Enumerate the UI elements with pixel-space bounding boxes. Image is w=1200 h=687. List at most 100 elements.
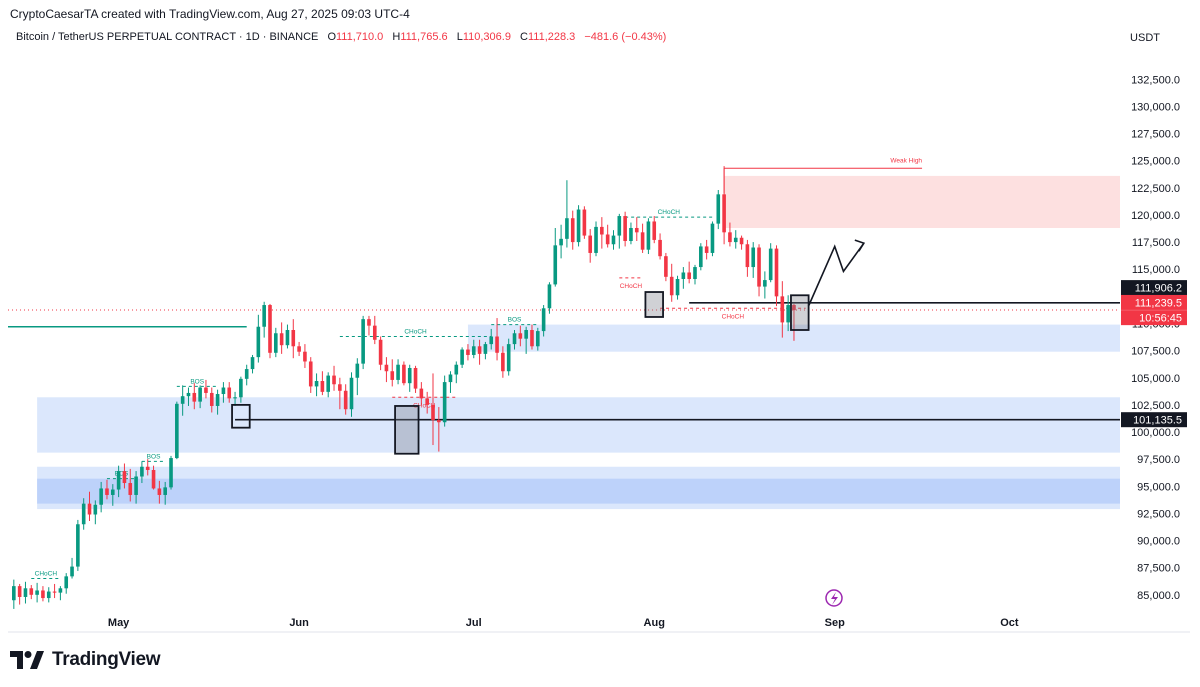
x-tick-label: Aug <box>644 617 665 629</box>
y-tick-label: 92,500.0 <box>1137 508 1180 520</box>
candle-body <box>681 272 686 279</box>
candle-body <box>454 364 459 375</box>
candle-body <box>303 351 307 362</box>
candle-body <box>367 319 371 326</box>
candle-body <box>169 458 173 488</box>
candle-body <box>716 194 721 224</box>
x-axis: May Jun Jul Aug Sep Oct <box>8 617 1190 633</box>
y-tick-label: 95,000.0 <box>1137 481 1180 493</box>
candle-body <box>35 590 39 595</box>
candle-body <box>774 248 779 297</box>
candle-body <box>640 232 645 250</box>
candle-body <box>378 339 383 365</box>
demand-zone <box>37 397 1120 453</box>
price-chart[interactable]: CHoCH BOS BOS BOS CHoCH CHoCH BOS CHoCH CHoCH CHo… <box>0 0 1200 640</box>
candle-body <box>658 239 662 257</box>
candle-body <box>733 237 738 243</box>
candle-body <box>553 245 558 285</box>
candle-body <box>413 367 418 389</box>
countdown-tag: 10:56:45 <box>1139 313 1182 325</box>
candle-body <box>594 226 598 253</box>
countdown-tag-bg <box>1121 310 1187 326</box>
candle-body <box>501 352 505 372</box>
candle-body <box>291 330 296 347</box>
candle-body <box>192 392 197 402</box>
candle-body <box>437 420 441 423</box>
high-label: H <box>392 31 401 43</box>
candle-body <box>634 227 639 233</box>
candle-body <box>361 319 365 364</box>
low-label: L <box>456 31 463 43</box>
lightning-glyph-icon <box>831 592 838 605</box>
candle-body <box>355 363 360 378</box>
candle-body <box>699 246 703 268</box>
currency-label[interactable]: USDT <box>1130 32 1160 44</box>
candle-body <box>343 390 348 410</box>
candle-body <box>209 392 214 406</box>
candle-body <box>116 471 121 490</box>
candle-body <box>605 234 610 245</box>
candle-body <box>151 470 156 489</box>
candle-body <box>396 364 400 380</box>
candle-body <box>489 336 494 345</box>
candle-body <box>58 588 63 593</box>
candle-body <box>710 223 715 253</box>
candle-body <box>175 403 179 459</box>
highlight-box <box>644 291 664 318</box>
y-tick-label: 132,500.0 <box>1131 74 1180 86</box>
candle-body <box>611 235 616 245</box>
resistance-price-tag-bg <box>1121 280 1187 296</box>
candle-body <box>12 586 16 601</box>
candle-body <box>239 378 243 398</box>
candle-body <box>81 503 86 525</box>
candle-body <box>623 216 627 242</box>
tradingview-brand[interactable]: TradingView <box>10 649 161 671</box>
support-price-tag: 101,135.5 <box>1133 415 1182 427</box>
candle-body <box>122 471 127 484</box>
y-tick-label: 102,500.0 <box>1131 400 1180 412</box>
candle-body <box>134 476 138 495</box>
candle-body <box>541 308 546 332</box>
candle-body <box>547 284 552 309</box>
structure-label: CHoCH <box>722 313 745 320</box>
zones-layer <box>37 175 1121 510</box>
y-tick-label: 85,000.0 <box>1137 590 1180 602</box>
candle-body <box>64 576 69 589</box>
candle-body <box>268 305 272 353</box>
candle-body <box>477 346 482 354</box>
candle-body <box>204 387 208 393</box>
structure-layer: CHoCH BOS BOS BOS CHoCH CHoCH BOS CHoCH CHoCH CHo… <box>31 157 922 580</box>
candle-body <box>390 371 395 380</box>
structure-label: BOS <box>190 378 204 385</box>
candle-body <box>669 276 674 296</box>
candle-body <box>518 333 523 339</box>
price-tags: 111,906.2 111,239.5 10:56:45 101,135.5 <box>1121 280 1187 428</box>
candle-body <box>524 330 528 339</box>
structure-label: CHoCH <box>404 329 427 336</box>
candle-body <box>320 381 325 392</box>
candle-body <box>466 349 470 355</box>
symbol-name[interactable]: Bitcoin / TetherUS PERPETUAL CONTRACT · … <box>16 31 319 43</box>
candle-body <box>326 375 331 392</box>
y-tick-label: 97,500.0 <box>1137 454 1180 466</box>
candle-body <box>17 586 22 597</box>
y-tick-label: 87,500.0 <box>1137 563 1180 575</box>
x-tick-label: May <box>108 617 130 629</box>
x-tick-label: Jul <box>466 617 482 629</box>
y-tick-label: 105,000.0 <box>1131 373 1180 385</box>
y-tick-label: 107,500.0 <box>1131 346 1180 358</box>
candle-body <box>297 346 301 352</box>
candle-body <box>751 247 756 268</box>
candle-body <box>314 381 319 387</box>
structure-label: BOS <box>147 453 161 460</box>
y-tick-label: 130,000.0 <box>1131 101 1180 113</box>
change-value: −481.6 (−0.43%) <box>584 31 667 43</box>
tradingview-logo-icon <box>10 651 44 669</box>
candle-body <box>652 221 657 240</box>
candle-body <box>559 238 563 246</box>
candle-body <box>128 483 133 495</box>
resistance-price-tag: 111,906.2 <box>1135 283 1182 295</box>
structure-label: CHoCH <box>658 209 681 216</box>
candle-body <box>687 272 691 279</box>
candle-body <box>407 367 412 384</box>
